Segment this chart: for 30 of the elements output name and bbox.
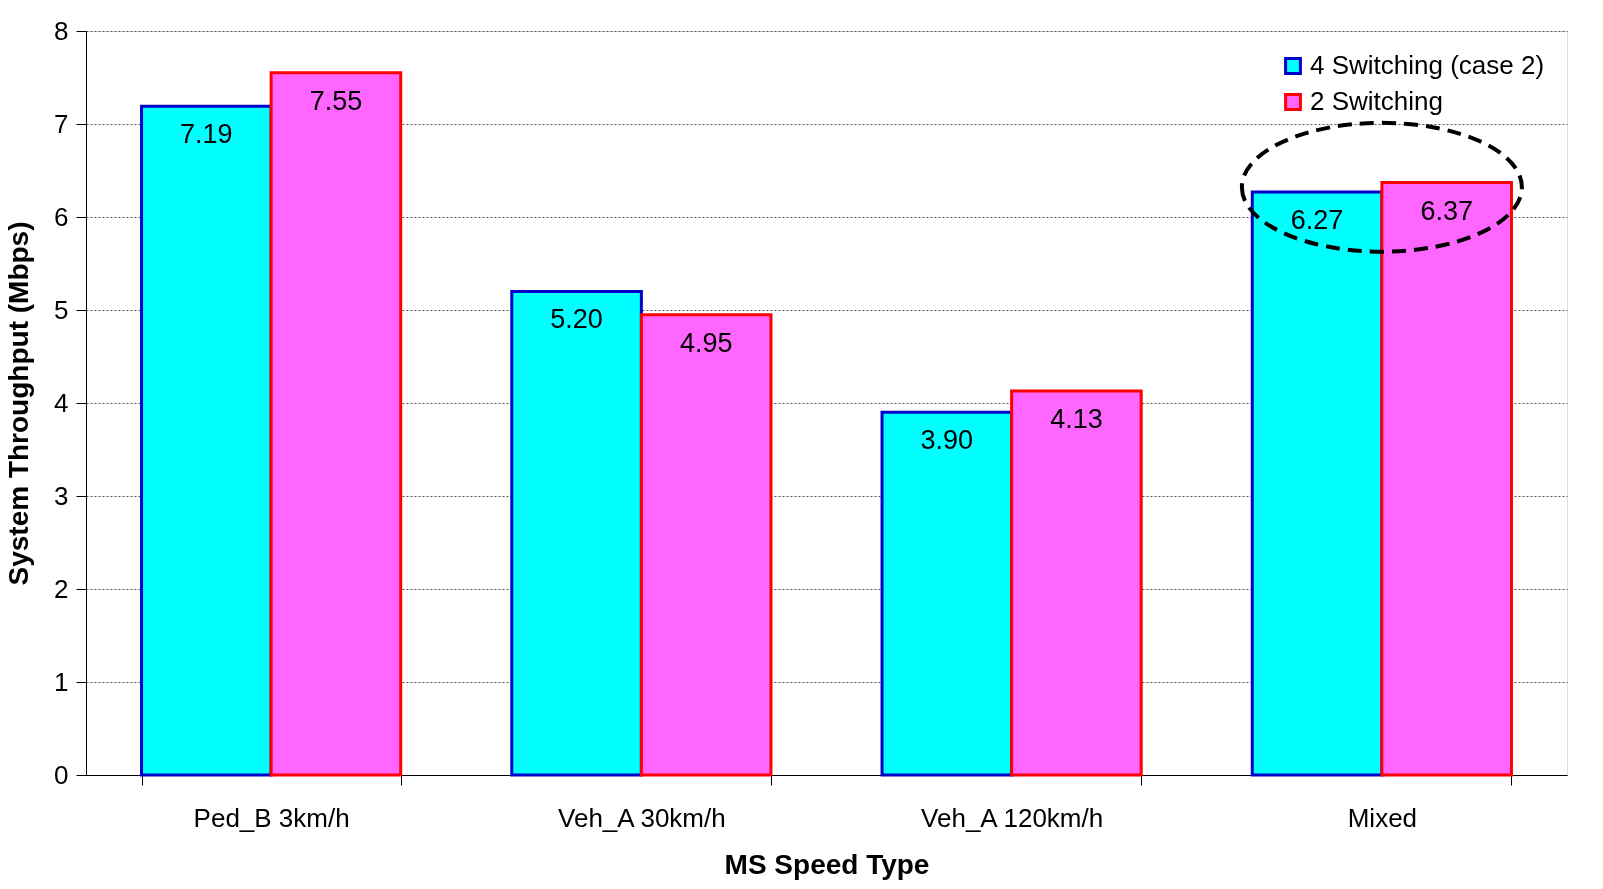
bar (639, 313, 773, 777)
data-label: 5.20 (550, 304, 603, 335)
bar (269, 71, 403, 777)
y-tick-label: 7 (54, 108, 69, 139)
data-label: 3.90 (920, 425, 974, 456)
y-tick-label: 8 (54, 15, 69, 46)
x-tick-label: Veh_A 30km/h (558, 802, 726, 833)
y-tick-label: 5 (54, 294, 69, 325)
data-label: 6.37 (1420, 195, 1473, 226)
y-tick-label: 4 (54, 387, 69, 418)
bar (140, 104, 273, 777)
x-tick-label: Mixed (1347, 802, 1418, 833)
bar (510, 289, 643, 777)
x-tick-label: Veh_A 120km/h (921, 802, 1104, 833)
y-tick-label: 0 (54, 759, 69, 790)
y-tick-label: 2 (54, 573, 69, 604)
data-label: 4.13 (1050, 403, 1103, 434)
y-tick-label: 3 (54, 480, 69, 511)
data-label: 4.95 (679, 327, 733, 358)
data-label: 7.55 (309, 85, 363, 116)
y-axis-title: System Throughput (Mbps) (3, 221, 35, 586)
data-label: 6.27 (1290, 204, 1344, 235)
y-tick-label: 1 (54, 666, 69, 697)
y-tick-label: 6 (54, 201, 69, 232)
legend-label: 4 Switching (case 2) (1310, 50, 1545, 80)
x-tick-label: Ped_B 3km/h (193, 802, 350, 833)
x-axis-title: MS Speed Type (724, 848, 930, 880)
legend-label: 2 Switching (1310, 86, 1443, 116)
data-label: 7.19 (180, 119, 233, 150)
bar (1010, 389, 1143, 777)
